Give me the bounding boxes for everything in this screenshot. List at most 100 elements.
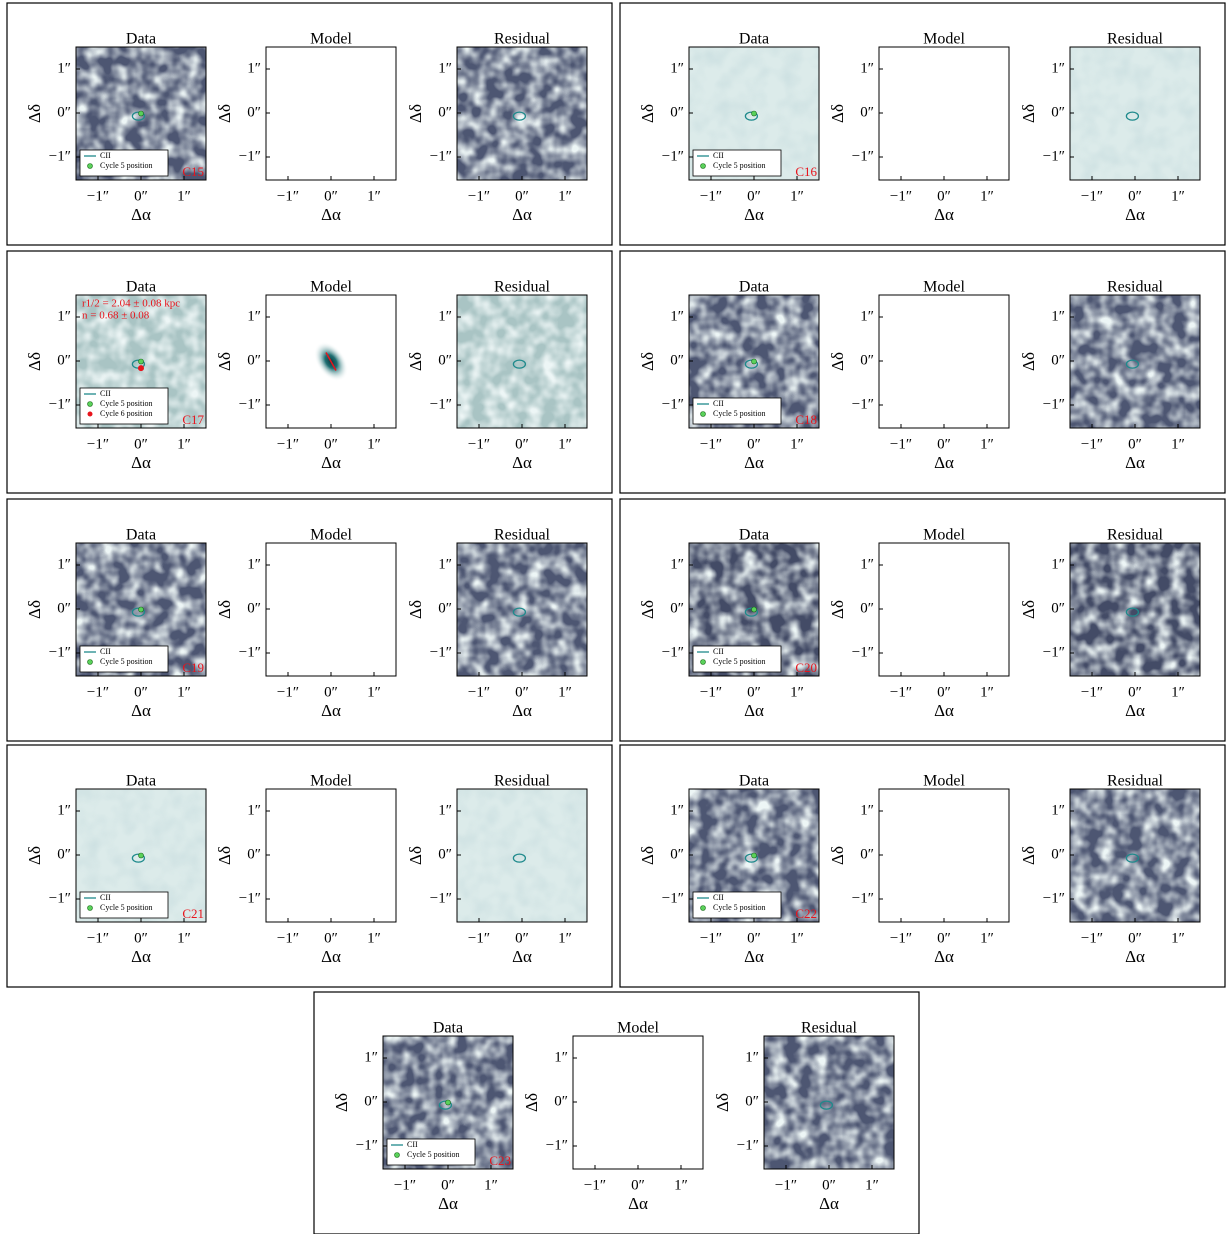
panel-frame [313, 991, 920, 1234]
source-label: C15 [182, 164, 204, 179]
map-noise [1070, 47, 1200, 180]
legend-dot [87, 411, 93, 417]
y-tick-label: −1″ [852, 396, 874, 412]
y-tick-label: 0″ [57, 104, 71, 120]
y-axis-label: Δδ [215, 600, 234, 619]
y-axis-label: Δδ [638, 352, 657, 371]
y-tick-label: 1″ [57, 556, 71, 572]
map-noise [1070, 543, 1200, 676]
x-tick-label: −1″ [1081, 436, 1103, 452]
legend-label: Cycle 5 position [713, 657, 765, 666]
x-axis-label: Δα [131, 947, 151, 966]
panel-title: Data [126, 279, 156, 296]
y-tick-label: 0″ [670, 846, 684, 862]
y-axis-label: Δδ [828, 846, 847, 865]
x-tick-label: 0″ [515, 436, 529, 452]
legend-dot [87, 401, 93, 407]
contour [1125, 607, 1140, 617]
y-axis-label: Δδ [828, 600, 847, 619]
y-axis-label: Δδ [406, 352, 425, 371]
source-label: C21 [182, 906, 204, 921]
y-tick-label: 0″ [364, 1093, 378, 1109]
x-tick-label: 1″ [980, 188, 994, 204]
panel-title: Model [923, 527, 965, 544]
y-tick-label: 0″ [247, 104, 261, 120]
y-tick-label: 0″ [247, 600, 261, 616]
source-marker [751, 606, 757, 613]
x-tick-label: 1″ [367, 930, 381, 946]
y-axis-label: Δδ [1019, 104, 1038, 123]
x-axis-label: Δα [512, 205, 532, 224]
y-axis-label: Δδ [1019, 352, 1038, 371]
source-marker [751, 852, 757, 859]
x-tick-label: −1″ [468, 930, 490, 946]
panel-frame [619, 744, 1226, 988]
source-label: C19 [182, 660, 204, 675]
panel-title: Data [739, 279, 769, 296]
x-tick-label: −1″ [277, 188, 299, 204]
y-tick-label: −1″ [852, 148, 874, 164]
y-axis-label: Δδ [406, 846, 425, 865]
legend-dot [700, 411, 706, 417]
legend-label: Cycle 5 position [713, 161, 765, 170]
legend-label: Cycle 6 position [100, 409, 152, 418]
x-axis-label: Δα [744, 453, 764, 472]
x-tick-label: 1″ [177, 188, 191, 204]
contour [512, 607, 527, 617]
x-tick-label: −1″ [468, 436, 490, 452]
legend-box [79, 645, 169, 673]
legend-box [79, 891, 169, 919]
legend-box [692, 397, 782, 425]
x-axis-label: Δα [131, 701, 151, 720]
legend-label: CII [100, 389, 111, 398]
legend-box [386, 1138, 476, 1166]
y-tick-label: 0″ [860, 352, 874, 368]
y-tick-label: −1″ [1043, 396, 1065, 412]
contour [744, 607, 759, 617]
panel-frame [6, 744, 613, 988]
y-tick-label: 1″ [670, 308, 684, 324]
panel-frame [6, 2, 613, 246]
source-label: C20 [795, 660, 817, 675]
y-tick-label: −1″ [49, 644, 71, 660]
source-label: C18 [795, 412, 817, 427]
legend-label: CII [713, 151, 724, 160]
y-tick-label: −1″ [430, 148, 452, 164]
source-label: C16 [795, 164, 817, 179]
source-marker [138, 110, 144, 117]
y-tick-label: 0″ [438, 352, 452, 368]
y-tick-label: 1″ [670, 802, 684, 818]
y-tick-label: 0″ [438, 846, 452, 862]
x-tick-label: −1″ [468, 188, 490, 204]
legend-label: Cycle 5 position [713, 409, 765, 418]
x-tick-label: −1″ [277, 930, 299, 946]
x-axis-label: Δα [744, 701, 764, 720]
x-tick-label: −1″ [890, 436, 912, 452]
axes-frame [878, 294, 1010, 429]
x-tick-label: −1″ [700, 930, 722, 946]
x-axis-label: Δα [131, 205, 151, 224]
source-label: C17 [182, 412, 204, 427]
y-tick-label: 1″ [57, 802, 71, 818]
y-tick-label: 1″ [860, 60, 874, 76]
axes-frame [878, 542, 1010, 677]
y-tick-label: 1″ [438, 556, 452, 572]
contour [131, 607, 146, 617]
y-tick-label: 0″ [554, 1093, 568, 1109]
contour [131, 853, 146, 863]
x-axis-label: Δα [1125, 205, 1145, 224]
y-tick-label: −1″ [356, 1137, 378, 1153]
x-tick-label: −1″ [775, 1177, 797, 1193]
annotation: n = 0.68 ± 0.08 [82, 310, 150, 322]
legend-label: Cycle 5 position [100, 161, 152, 170]
x-tick-label: 0″ [1128, 436, 1142, 452]
legend-dot [700, 905, 706, 911]
x-axis-label: Δα [934, 205, 954, 224]
y-tick-label: 0″ [670, 104, 684, 120]
x-tick-label: 0″ [324, 188, 338, 204]
x-axis-label: Δα [512, 453, 532, 472]
y-tick-label: 1″ [1051, 802, 1065, 818]
y-tick-label: 1″ [745, 1049, 759, 1065]
panel-title: Residual [1107, 31, 1164, 48]
